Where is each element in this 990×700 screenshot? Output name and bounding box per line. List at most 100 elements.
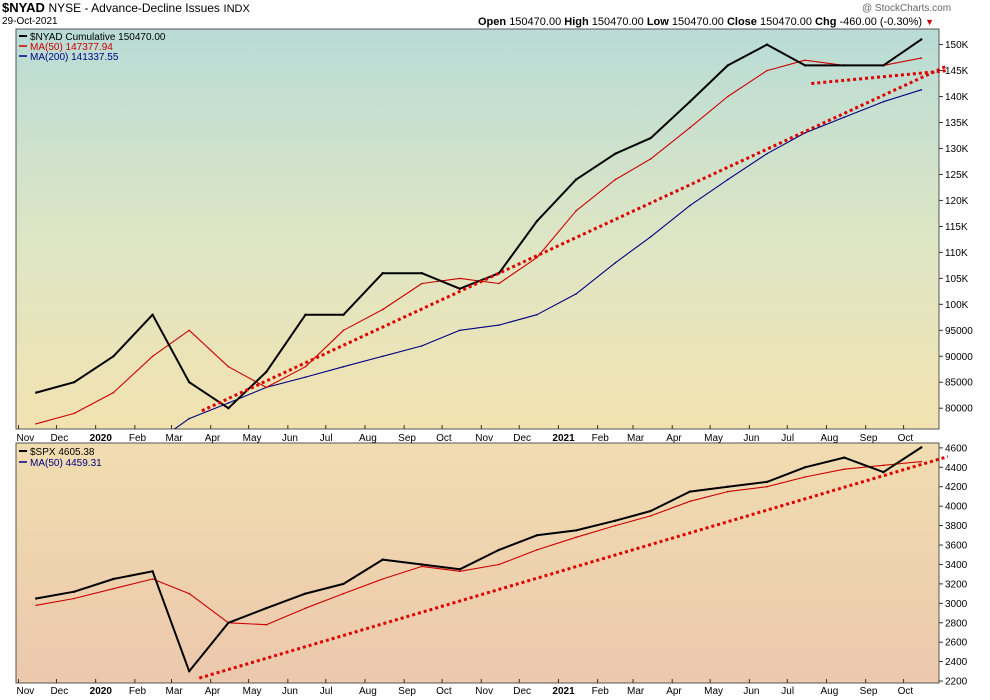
- x-tick-label: Mar: [627, 686, 645, 697]
- y-tick-label: 90000: [945, 352, 973, 363]
- data-point-ma50: [112, 587, 115, 590]
- close-value: 150470.00: [759, 16, 812, 28]
- x-tick-label: Feb: [592, 686, 610, 697]
- data-point-ma200: [689, 204, 691, 207]
- data-point-ma50: [920, 57, 923, 59]
- y-tick-label: 140K: [945, 92, 969, 103]
- y-tick-label: 95000: [945, 326, 973, 337]
- x-tick-label: Mar: [166, 433, 184, 444]
- data-point-price: [381, 272, 384, 275]
- data-point-ma50: [112, 391, 115, 394]
- data-point-price: [843, 456, 846, 459]
- x-tick-label: Mar: [166, 686, 184, 697]
- data-point-price: [726, 64, 729, 67]
- chart-symbol-line: $NYAD NYSE - Advance-Decline Issues INDX: [2, 0, 250, 15]
- data-point-ma50: [727, 490, 729, 493]
- data-point-price: [882, 470, 885, 474]
- data-point-ma200: [227, 402, 230, 404]
- data-point-ma50: [498, 563, 500, 566]
- legend-ma200: MA(200) 141337.55: [30, 52, 119, 63]
- data-point-ma50: [73, 412, 75, 415]
- down-arrow-icon: ▼: [925, 17, 935, 27]
- data-point-ma50: [614, 524, 617, 527]
- x-tick-label: Nov: [475, 433, 493, 444]
- x-tick-label: May: [243, 686, 262, 697]
- x-tick-label: Aug: [359, 433, 377, 444]
- data-point-ma50: [227, 365, 230, 368]
- top-legend: $NYAD Cumulative 150470.00 MA(50) 147377…: [19, 32, 166, 63]
- data-point-ma200: [575, 293, 577, 295]
- close-label: Close: [726, 16, 757, 28]
- data-point-ma200: [843, 116, 845, 119]
- data-point-ma50: [804, 59, 806, 61]
- y-tick-label: 130K: [945, 144, 969, 155]
- x-tick-label: 2021: [552, 686, 575, 697]
- data-point-ma50: [381, 578, 384, 580]
- y-tick-label: 2800: [945, 618, 968, 629]
- y-tick-label: 85000: [945, 378, 973, 389]
- data-point-price: [649, 136, 652, 140]
- legend-spx: $SPX 4605.38: [30, 447, 95, 458]
- chg-label: Chg: [815, 16, 837, 28]
- x-tick-label: Sep: [860, 686, 878, 697]
- y-tick-label: 145K: [945, 66, 969, 77]
- data-point-price: [920, 446, 923, 449]
- data-point-ma50: [804, 476, 806, 478]
- data-point-ma50: [421, 565, 423, 568]
- data-point-price: [73, 590, 76, 593]
- data-point-ma50: [35, 423, 37, 425]
- y-tick-label: 3600: [945, 541, 968, 552]
- high-label: High: [564, 16, 589, 28]
- data-point-ma50: [151, 355, 154, 358]
- y-tick-label: 4600: [945, 443, 968, 454]
- data-point-price: [803, 466, 807, 469]
- x-tick-label: Aug: [359, 686, 377, 697]
- x-tick-label: Oct: [436, 686, 452, 697]
- data-point-price: [765, 43, 769, 46]
- data-point-ma50: [575, 210, 577, 212]
- data-point-price: [535, 220, 539, 223]
- top-y-axis: 80000 85000 90000 95000 100K 105K 110K 115K 120K…: [939, 40, 973, 415]
- y-tick-label: 4000: [945, 502, 968, 513]
- ohlc-readout: Open 150470.00 High 150470.00 Low 150470…: [478, 16, 934, 28]
- y-tick-label: 80000: [945, 404, 973, 415]
- data-point-ma50: [649, 158, 652, 160]
- data-point-ma50: [265, 623, 268, 626]
- x-tick-label: May: [243, 433, 262, 444]
- x-tick-label: 2020: [90, 433, 113, 444]
- data-point-ma200: [766, 152, 768, 155]
- data-point-ma50: [421, 282, 423, 285]
- trendline-0-0: [201, 64, 949, 413]
- data-point-ma50: [35, 604, 37, 607]
- bottom-panel-background: [15, 442, 940, 684]
- series-line-ma50-1: [36, 461, 922, 626]
- open-label: Open: [478, 16, 507, 28]
- data-point-ma50: [342, 329, 345, 332]
- data-point-price: [342, 582, 345, 586]
- data-point-price: [188, 670, 191, 673]
- data-point-price: [726, 485, 729, 488]
- data-point-price: [265, 607, 268, 610]
- legend-nyad: $NYAD Cumulative 150470.00: [30, 32, 166, 43]
- data-point-price: [420, 272, 424, 275]
- data-point-price: [458, 287, 461, 290]
- data-point-price: [342, 313, 345, 316]
- open-value: 150470.00: [509, 16, 562, 28]
- data-point-ma50: [73, 597, 75, 600]
- data-point-price: [765, 480, 769, 484]
- x-tick-label: Feb: [592, 433, 610, 444]
- data-point-price: [112, 577, 115, 581]
- x-tick-label: Jul: [320, 433, 333, 444]
- y-tick-label: 2600: [945, 638, 968, 649]
- data-point-ma50: [498, 282, 500, 285]
- x-tick-label: Sep: [398, 433, 416, 444]
- x-tick-label: Oct: [898, 686, 914, 697]
- x-tick-label: Apr: [666, 686, 682, 697]
- data-point-ma50: [188, 329, 190, 332]
- x-tick-label: Jun: [743, 686, 759, 697]
- data-point-ma200: [727, 178, 729, 181]
- data-point-price: [614, 152, 617, 155]
- bottom-x-axis: Nov Dec 2020 Feb Mar Apr May Jun Jul Aug Sep Oct Nov…: [17, 679, 914, 697]
- x-tick-label: Nov: [475, 686, 493, 697]
- y-tick-label: 100K: [945, 300, 969, 311]
